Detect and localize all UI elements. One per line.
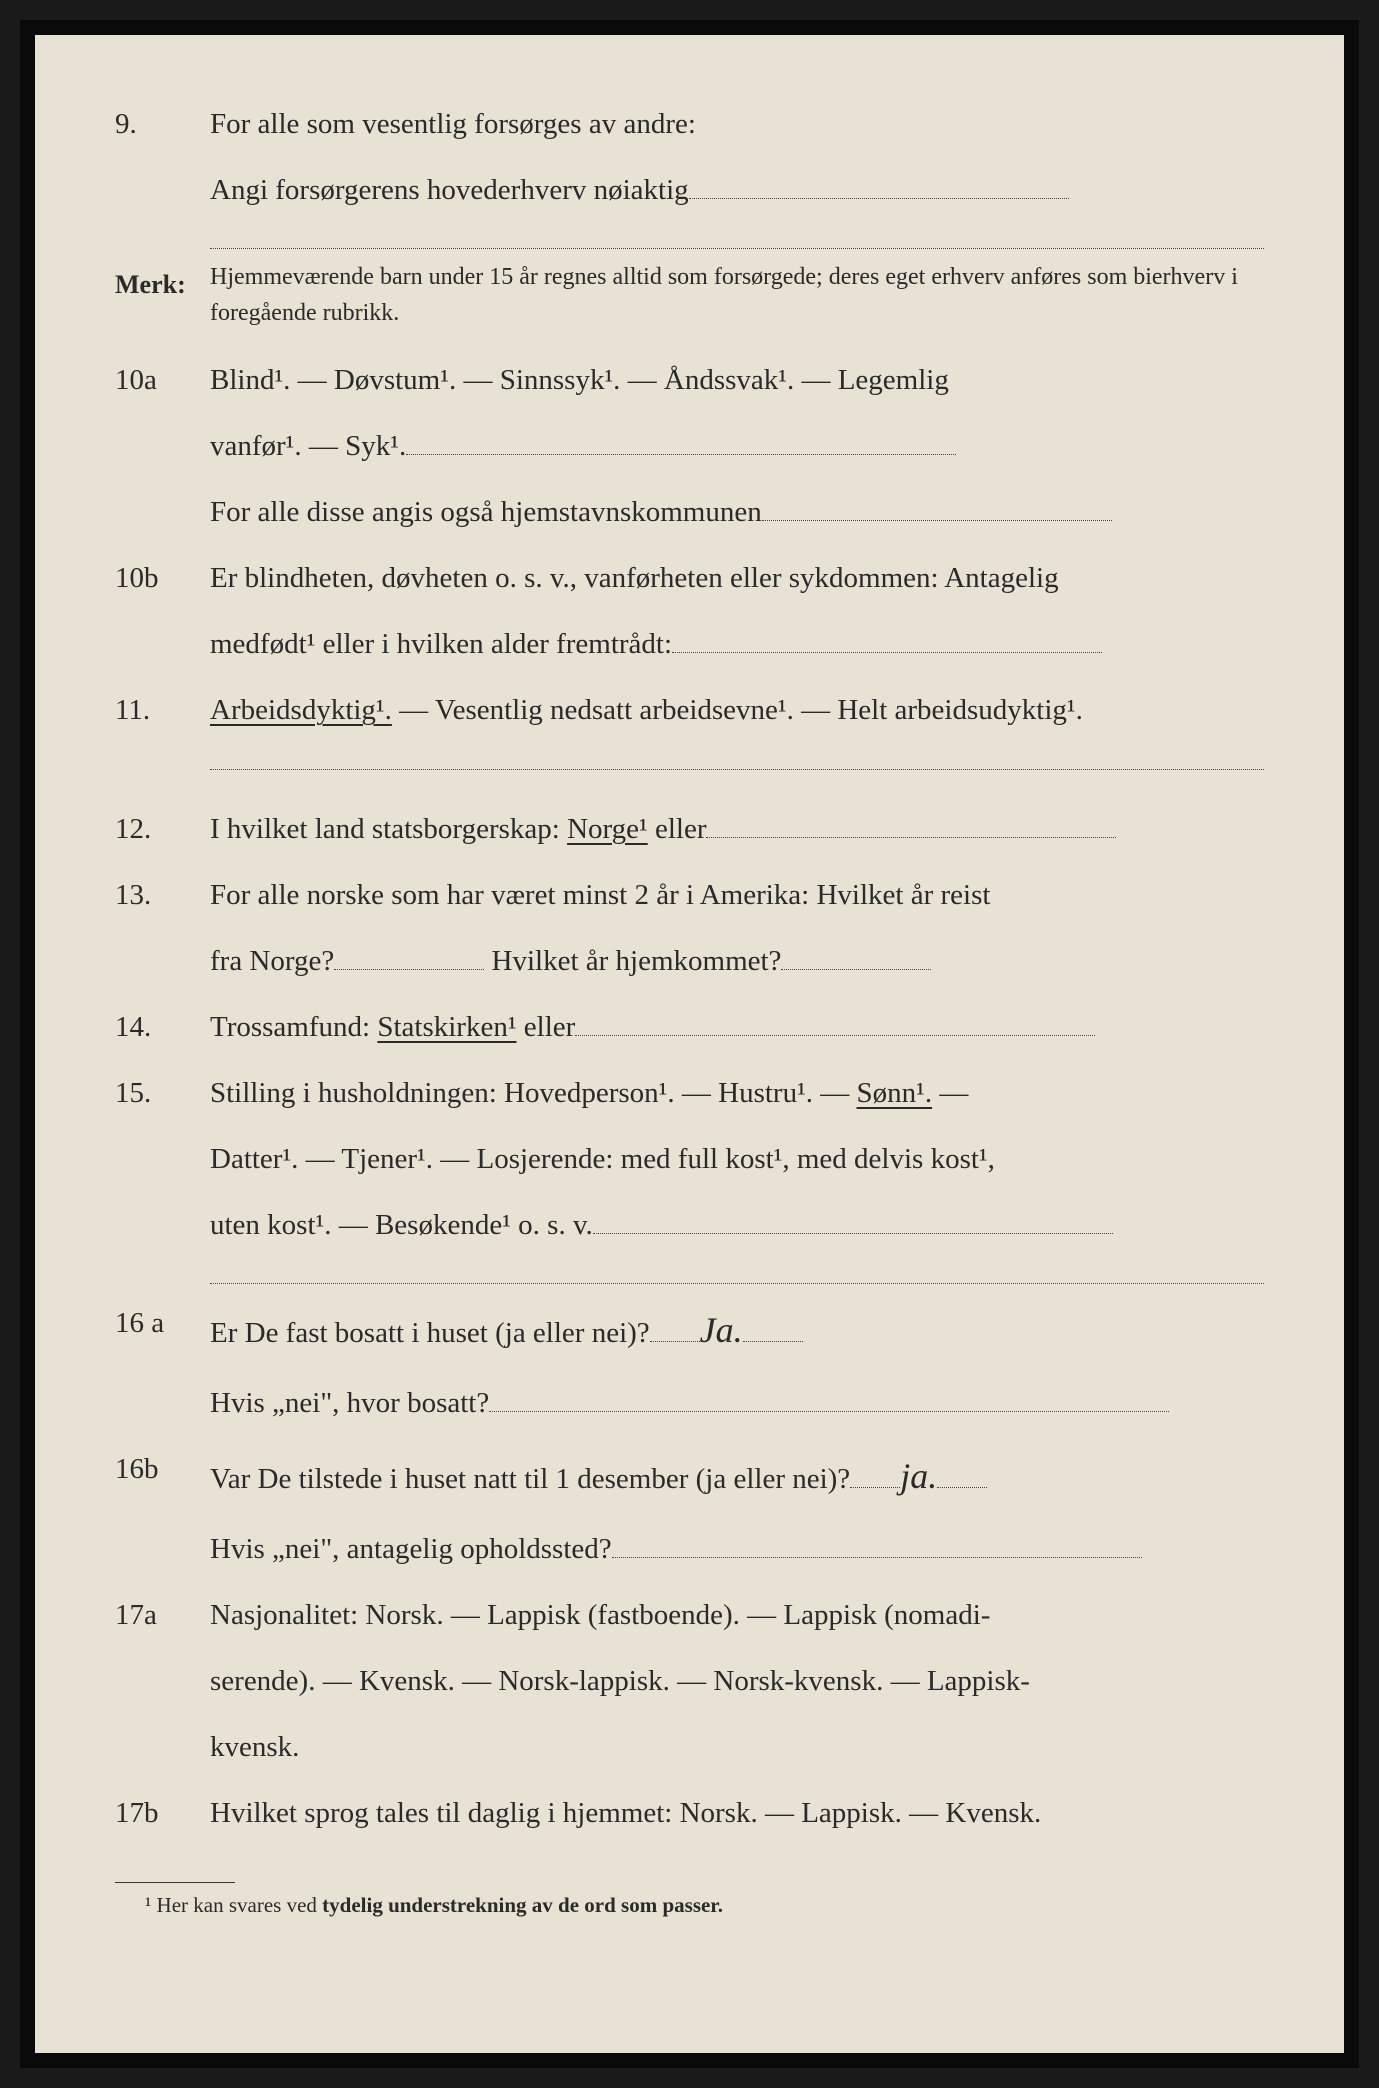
question-number: 17a: [115, 1586, 210, 1644]
question-16a: 16 a Er De fast bosatt i huset (ja eller…: [115, 1294, 1264, 1366]
fill-line-full: [210, 747, 1264, 769]
fill-line: [743, 1341, 803, 1342]
question-16b: 16b Var De tilstede i huset natt til 1 d…: [115, 1440, 1264, 1512]
question-15: 15. Stilling i husholdningen: Hovedperso…: [115, 1064, 1264, 1122]
q15-line3-text: uten kost¹. — Besøkende¹ o. s. v.: [210, 1209, 593, 1241]
question-number: 12.: [115, 800, 210, 858]
fill-line: [406, 454, 956, 455]
fill-line: [781, 969, 931, 970]
footnote-text-a: Her kan svares ved: [151, 1893, 322, 1917]
q11-underlined: Arbeidsdyktig¹.: [210, 694, 392, 726]
q10a-line1: Blind¹. — Døvstum¹. — Sinnssyk¹. — Åndss…: [210, 351, 1264, 409]
q10a-line3-text: For alle disse angis også hjemstavnskomm…: [210, 496, 762, 528]
fill-line: [575, 1035, 1095, 1036]
merk-row: Merk: Hjemmeværende barn under 15 år reg…: [115, 259, 1264, 331]
q17b-text: Hvilket sprog tales til daglig i hjemmet…: [210, 1784, 1264, 1842]
question-number: 11.: [115, 681, 210, 739]
q15-underlined: Sønn¹.: [857, 1077, 933, 1109]
question-17a-line2: serende). — Kvensk. — Norsk-lappisk. — N…: [115, 1652, 1264, 1710]
fill-line: [612, 1557, 1142, 1558]
fill-line: [706, 837, 1116, 838]
q9-line1: For alle som vesentlig forsørges av andr…: [210, 108, 696, 140]
q9-line2-text: Angi forsørgerens hovederhverv nøiaktig: [210, 174, 689, 206]
fill-line: [762, 520, 1112, 521]
fill-line: [850, 1487, 900, 1488]
question-17a-line3: kvensk.: [115, 1718, 1264, 1776]
question-17b: 17b Hvilket sprog tales til daglig i hje…: [115, 1784, 1264, 1842]
q12-text-a: I hvilket land statsborgerskap:: [210, 813, 567, 845]
census-form-page: 9. For alle som vesentlig forsørges av a…: [20, 20, 1359, 2068]
q12-text-b: eller: [648, 813, 707, 845]
question-13: 13. For alle norske som har været minst …: [115, 866, 1264, 924]
question-10a: 10a Blind¹. — Døvstum¹. — Sinnssyk¹. — Å…: [115, 351, 1264, 409]
question-16a-line2: Hvis „nei", hvor bosatt?: [115, 1374, 1264, 1432]
question-number: 16 a: [115, 1294, 210, 1366]
question-12: 12. I hvilket land statsborgerskap: Norg…: [115, 800, 1264, 858]
question-17a: 17a Nasjonalitet: Norsk. — Lappisk (fast…: [115, 1586, 1264, 1644]
q16a-line1-text: Er De fast bosatt i huset (ja eller nei)…: [210, 1317, 650, 1349]
q17a-line2: serende). — Kvensk. — Norsk-lappisk. — N…: [210, 1652, 1264, 1710]
question-15-line3: uten kost¹. — Besøkende¹ o. s. v.: [115, 1196, 1264, 1254]
q14-text-b: eller: [517, 1011, 576, 1043]
q15-line2: Datter¹. — Tjener¹. — Losjerende: med fu…: [210, 1130, 1264, 1188]
question-13-line2: fra Norge? Hvilket år hjemkommet?: [115, 932, 1264, 990]
question-10b-line2: medfødt¹ eller i hvilken alder fremtrådt…: [115, 615, 1264, 673]
q12-underlined: Norge¹: [567, 813, 648, 845]
q16b-line2-text: Hvis „nei", antagelig opholdssted?: [210, 1533, 612, 1565]
merk-label: Merk:: [115, 259, 210, 331]
q15-line1-a: Stilling i husholdningen: Hovedperson¹. …: [210, 1077, 857, 1109]
q14-text-a: Trossamfund:: [210, 1011, 377, 1043]
question-15-line2: Datter¹. — Tjener¹. — Losjerende: med fu…: [115, 1130, 1264, 1188]
q16a-line2-text: Hvis „nei", hvor bosatt?: [210, 1387, 489, 1419]
fill-line: [937, 1487, 987, 1488]
question-9-line2: Angi forsørgerens hovederhverv nøiaktig: [115, 161, 1264, 219]
fill-line: [593, 1233, 1113, 1234]
fill-line: [689, 198, 1069, 199]
q13-line1: For alle norske som har været minst 2 år…: [210, 866, 1264, 924]
fill-line-full: [210, 227, 1264, 249]
fill-line: [672, 652, 1102, 653]
question-16b-line2: Hvis „nei", antagelig opholdssted?: [115, 1520, 1264, 1578]
question-number: 15.: [115, 1064, 210, 1122]
q11-rest: — Vesentlig nedsatt arbeidsevne¹. — Helt…: [392, 694, 1083, 726]
question-number: 13.: [115, 866, 210, 924]
question-number: 10a: [115, 351, 210, 409]
fill-line-full: [210, 1262, 1264, 1284]
question-number: 14.: [115, 998, 210, 1056]
q15-line1-b: —: [932, 1077, 968, 1109]
q16b-line1-text: Var De tilstede i huset natt til 1 desem…: [210, 1463, 850, 1495]
question-number: 9.: [115, 95, 210, 153]
q13-line2-a: fra Norge?: [210, 945, 334, 977]
q17a-line1: Nasjonalitet: Norsk. — Lappisk (fastboen…: [210, 1586, 1264, 1644]
question-9: 9. For alle som vesentlig forsørges av a…: [115, 95, 1264, 153]
footnote: ¹ Her kan svares ved tydelig understrekn…: [145, 1893, 1264, 1918]
fill-line: [334, 969, 484, 970]
footnote-bold: tydelig understrekning av de ord som pas…: [322, 1893, 723, 1917]
handwritten-answer: Ja.: [700, 1310, 743, 1350]
q10b-line2-text: medfødt¹ eller i hvilken alder fremtrådt…: [210, 628, 672, 660]
footnote-separator: [115, 1882, 235, 1883]
q17a-line3: kvensk.: [210, 1718, 1264, 1776]
fill-line: [650, 1341, 700, 1342]
question-content: For alle som vesentlig forsørges av andr…: [210, 95, 1264, 153]
question-14: 14. Trossamfund: Statskirken¹ eller: [115, 998, 1264, 1056]
question-11: 11. Arbeidsdyktig¹. — Vesentlig nedsatt …: [115, 681, 1264, 739]
question-10a-line3: For alle disse angis også hjemstavnskomm…: [115, 483, 1264, 541]
question-number: 17b: [115, 1784, 210, 1842]
fill-line: [489, 1411, 1169, 1412]
handwritten-answer: ja.: [900, 1456, 937, 1496]
merk-content: Hjemmeværende barn under 15 år regnes al…: [210, 259, 1264, 331]
question-number: 16b: [115, 1440, 210, 1512]
question-number: 10b: [115, 549, 210, 607]
question-10b: 10b Er blindheten, døvheten o. s. v., va…: [115, 549, 1264, 607]
q14-underlined: Statskirken¹: [377, 1011, 516, 1043]
q10b-line1: Er blindheten, døvheten o. s. v., vanfør…: [210, 549, 1264, 607]
q10a-line2-text: vanfør¹. — Syk¹.: [210, 430, 406, 462]
question-10a-line2: vanfør¹. — Syk¹.: [115, 417, 1264, 475]
q13-line2-b: Hvilket år hjemkommet?: [484, 945, 781, 977]
